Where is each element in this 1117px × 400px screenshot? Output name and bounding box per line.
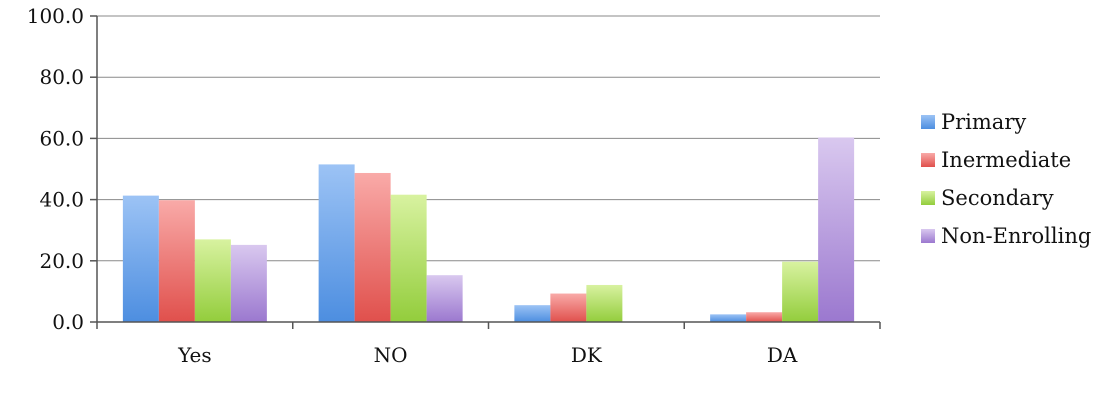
bar-primary-dk: [514, 305, 551, 322]
legend-label-secondary: Secondary: [941, 186, 1054, 210]
bar-non-enrolling-no: [426, 275, 463, 322]
bar-non-enrolling-yes: [230, 244, 267, 322]
y-tick-label: 0.0: [52, 310, 84, 334]
legend-label-non-enrolling: Non-Enrolling: [941, 224, 1091, 248]
x-axis-category-labels: Yes NO DK DA: [177, 343, 798, 367]
x-category-label: DK: [571, 343, 603, 367]
bars: [122, 137, 855, 322]
y-tick-label: 60.0: [39, 126, 84, 150]
y-tick-label: 80.0: [39, 65, 84, 89]
legend: Primary Inermediate Secondary Non-Enrolling: [921, 110, 1091, 248]
bar-primary-da: [710, 314, 747, 322]
axes: [96, 16, 881, 329]
x-category-label: DA: [767, 343, 798, 367]
bar-inermediate-no: [354, 172, 391, 322]
y-tick-label: 40.0: [39, 188, 84, 212]
bar-inermediate-da: [746, 312, 783, 322]
x-category-label: NO: [374, 343, 408, 367]
bar-inermediate-dk: [550, 293, 587, 322]
bar-secondary-yes: [194, 239, 231, 322]
bar-primary-yes: [122, 195, 159, 322]
legend-label-primary: Primary: [941, 110, 1026, 134]
bar-non-enrolling-da: [818, 137, 855, 322]
y-tick-label: 20.0: [39, 249, 84, 273]
legend-swatch-non-enrolling: [921, 229, 935, 243]
legend-swatch-inermediate: [921, 153, 935, 167]
legend-swatch-secondary: [921, 191, 935, 205]
y-axis-ticks: 0.0 20.0 40.0 60.0 80.0 100.0: [27, 4, 97, 334]
x-category-label: Yes: [177, 343, 212, 367]
bar-primary-no: [318, 164, 355, 322]
bar-secondary-dk: [586, 284, 623, 322]
bar-secondary-no: [390, 194, 427, 322]
bar-secondary-da: [782, 261, 819, 322]
gridlines: [97, 15, 880, 262]
y-tick-label: 100.0: [27, 4, 84, 28]
legend-swatch-primary: [921, 115, 935, 129]
legend-label-inermediate: Inermediate: [941, 148, 1071, 172]
bar-inermediate-yes: [158, 200, 195, 322]
